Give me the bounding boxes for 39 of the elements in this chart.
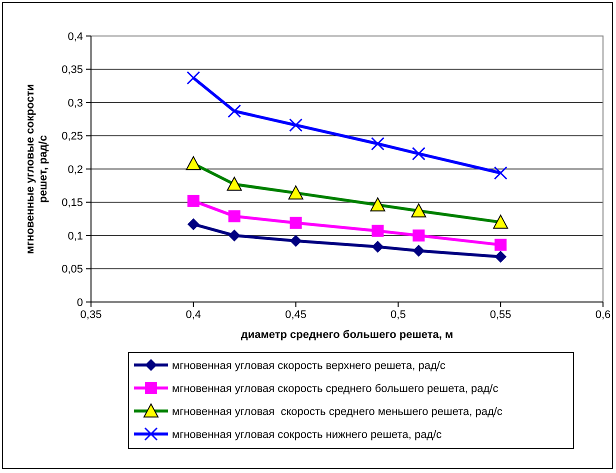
point xyxy=(494,238,507,251)
y-axis-title: мгновенные угловые сокрости решет, рад/с xyxy=(24,84,50,254)
legend-label: мгновенная угловая скорость среднего большего решета, рад/с xyxy=(172,382,499,395)
x-tick-label: 0,55 xyxy=(490,309,512,321)
x-tick-label: 0,6 xyxy=(595,309,611,321)
y-tick-label: 0,15 xyxy=(62,197,83,210)
y-tick-label: 0,3 xyxy=(68,97,83,110)
point xyxy=(187,218,200,230)
point xyxy=(494,250,507,263)
y-tick-label: 0,35 xyxy=(62,64,83,76)
y-tick-label: 0,2 xyxy=(68,164,83,176)
x-axis-title: диаметр среднего большего решета, м xyxy=(240,329,454,341)
point xyxy=(228,210,240,222)
x-tick-label: 0,45 xyxy=(285,309,307,321)
legend-label: мгновенная угловая скорость среднего меньшего решета, рад/с xyxy=(172,406,503,418)
point xyxy=(494,166,508,180)
point xyxy=(289,118,303,132)
legend-label: мгновенная угловая скорость верхнего решета, рад/с xyxy=(172,360,446,372)
y-tick-label: 0 xyxy=(76,296,83,309)
point xyxy=(290,234,302,247)
point xyxy=(290,216,302,229)
point xyxy=(412,146,426,160)
point xyxy=(228,104,242,118)
point xyxy=(372,224,384,237)
point xyxy=(186,71,200,85)
point xyxy=(412,230,425,242)
point xyxy=(412,244,425,257)
x-tick-label: 0,5 xyxy=(390,309,406,321)
x-tick-label: 0,4 xyxy=(186,309,202,321)
legend-label: мгновенная угловая сокрость нижнего решета, рад/с xyxy=(172,428,442,441)
x-tick-label: 0,35 xyxy=(80,309,102,321)
y-tick-label: 0,05 xyxy=(62,264,83,276)
y-tick-label: 0,1 xyxy=(68,230,83,242)
point xyxy=(370,136,384,150)
y-tick-label: 0,25 xyxy=(62,130,83,143)
point xyxy=(372,240,384,253)
point xyxy=(187,194,200,207)
point xyxy=(228,230,240,242)
y-tick-label: 0,4 xyxy=(68,30,83,43)
